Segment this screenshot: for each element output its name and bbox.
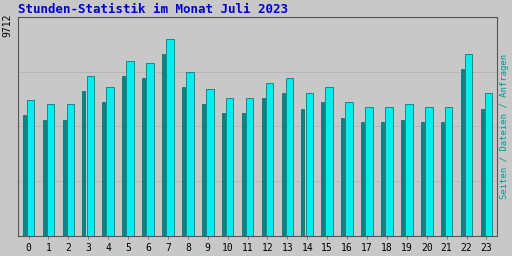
- Bar: [142, 78, 145, 236]
- Bar: [425, 106, 433, 236]
- Bar: [27, 100, 34, 236]
- Bar: [23, 115, 26, 236]
- Bar: [465, 54, 473, 236]
- Bar: [82, 91, 86, 236]
- Bar: [421, 122, 424, 236]
- Bar: [186, 72, 194, 236]
- Bar: [322, 102, 324, 236]
- Bar: [146, 63, 154, 236]
- Bar: [106, 87, 114, 236]
- Bar: [262, 98, 265, 236]
- Bar: [226, 98, 233, 236]
- Bar: [206, 89, 214, 236]
- Bar: [385, 106, 393, 236]
- Bar: [47, 104, 54, 236]
- Bar: [345, 102, 353, 236]
- Bar: [286, 78, 293, 236]
- Bar: [182, 87, 185, 236]
- Bar: [361, 122, 364, 236]
- Bar: [481, 109, 484, 236]
- Bar: [87, 76, 94, 236]
- Bar: [282, 93, 285, 236]
- Bar: [102, 102, 105, 236]
- Bar: [202, 104, 205, 236]
- Bar: [166, 39, 174, 236]
- Bar: [461, 69, 464, 236]
- Bar: [342, 118, 344, 236]
- Bar: [441, 122, 444, 236]
- Bar: [485, 93, 492, 236]
- Bar: [405, 104, 413, 236]
- Bar: [266, 82, 273, 236]
- Bar: [42, 120, 46, 236]
- Bar: [122, 76, 125, 236]
- Y-axis label: Seiten / Dateien / Anfragen: Seiten / Dateien / Anfragen: [500, 54, 509, 199]
- Bar: [222, 113, 225, 236]
- Bar: [62, 120, 66, 236]
- Bar: [445, 106, 453, 236]
- Bar: [365, 106, 373, 236]
- Bar: [306, 93, 313, 236]
- Bar: [401, 120, 404, 236]
- Bar: [126, 61, 134, 236]
- Bar: [381, 122, 384, 236]
- Bar: [326, 87, 333, 236]
- Bar: [242, 113, 245, 236]
- Bar: [302, 109, 305, 236]
- Text: Stunden-Statistik im Monat Juli 2023: Stunden-Statistik im Monat Juli 2023: [17, 3, 288, 16]
- Bar: [246, 98, 253, 236]
- Bar: [67, 104, 74, 236]
- Bar: [162, 54, 165, 236]
